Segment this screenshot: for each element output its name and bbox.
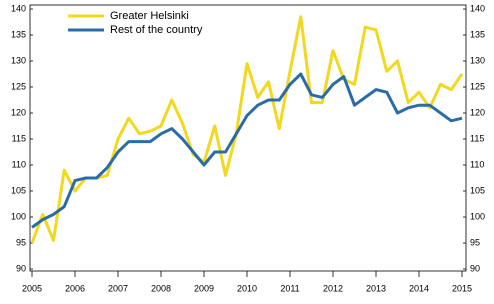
x-tick-label: 2012 bbox=[323, 283, 343, 293]
y2-tick-label: 135 bbox=[470, 29, 485, 39]
y-tick-label: 105 bbox=[11, 185, 26, 195]
y2-tick-label: 115 bbox=[470, 133, 484, 143]
x-tick-label: 2010 bbox=[237, 283, 257, 293]
x-tick-label: 2014 bbox=[409, 283, 429, 293]
y2-tick-label: 120 bbox=[470, 107, 485, 117]
x-tick-label: 2013 bbox=[366, 283, 386, 293]
y2-tick-label: 90 bbox=[470, 263, 480, 273]
x-tick-label: 2006 bbox=[65, 283, 85, 293]
y2-tick-label: 100 bbox=[470, 211, 485, 221]
y2-tick-label: 140 bbox=[470, 3, 485, 13]
y2-tick-label: 110 bbox=[470, 159, 484, 169]
y-tick-label: 115 bbox=[12, 133, 26, 143]
y2-tick-label: 105 bbox=[470, 185, 485, 195]
y-tick-label: 135 bbox=[11, 29, 26, 39]
y2-tick-label: 130 bbox=[470, 55, 485, 65]
y-tick-label: 90 bbox=[16, 263, 26, 273]
series-line bbox=[30, 15, 464, 244]
y-tick-label: 130 bbox=[11, 55, 26, 65]
plot-frame bbox=[29, 4, 467, 272]
y-tick-label: 120 bbox=[11, 107, 26, 117]
y-tick-label: 140 bbox=[11, 3, 26, 13]
y2-tick-label: 125 bbox=[470, 81, 485, 91]
y-tick-label: 100 bbox=[11, 211, 26, 221]
legend-label: Greater Helsinki bbox=[110, 10, 189, 22]
y-tick-label: 95 bbox=[16, 237, 26, 247]
x-tick-label: 2011 bbox=[280, 283, 299, 293]
y2-tick-label: 95 bbox=[470, 237, 480, 247]
x-tick-label: 2015 bbox=[452, 283, 472, 293]
x-tick-label: 2005 bbox=[22, 283, 42, 293]
legend-label: Rest of the country bbox=[110, 24, 203, 36]
x-tick-label: 2008 bbox=[151, 283, 171, 293]
y-tick-label: 125 bbox=[11, 81, 26, 91]
x-tick-label: 2007 bbox=[108, 283, 128, 293]
x-tick-label: 2009 bbox=[194, 283, 214, 293]
y-tick-label: 110 bbox=[12, 159, 26, 169]
series-line bbox=[31, 72, 463, 229]
